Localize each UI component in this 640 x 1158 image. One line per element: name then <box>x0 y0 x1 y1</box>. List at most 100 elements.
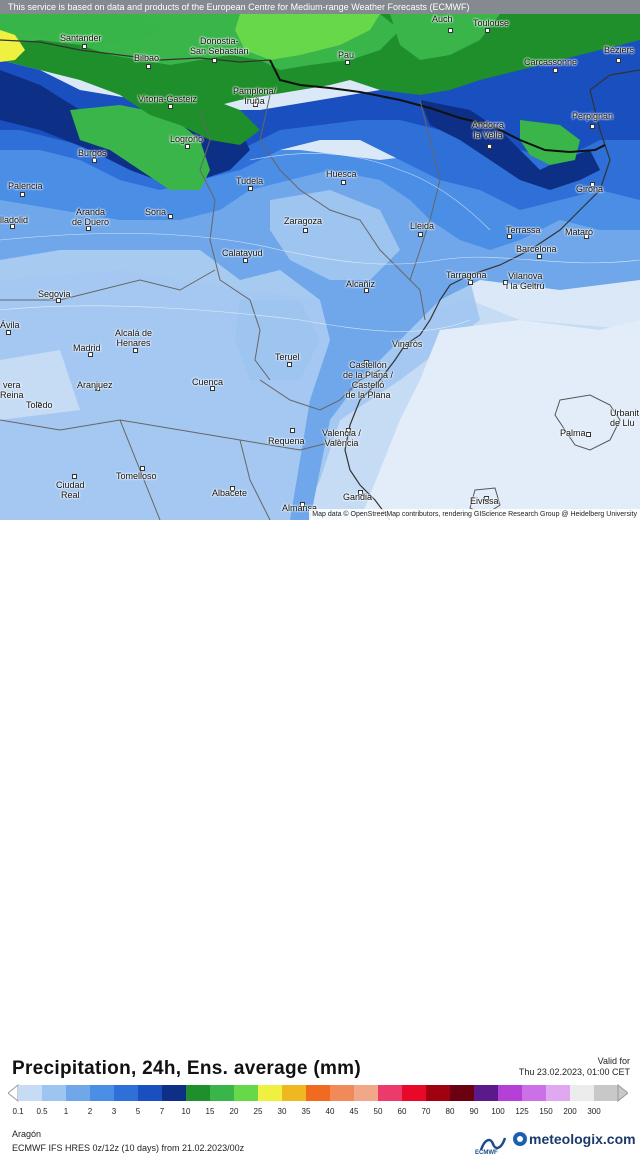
city-dot <box>287 362 292 367</box>
city-dot <box>6 330 11 335</box>
scale-swatch <box>330 1085 355 1101</box>
valid-value: Thu 23.02.2023, 01:00 CET <box>518 1067 630 1077</box>
scale-tick-label: 0.1 <box>12 1107 24 1116</box>
scale-tick-label: 125 <box>515 1107 529 1116</box>
scale-swatch <box>138 1085 163 1101</box>
scale-swatch <box>570 1085 595 1101</box>
scale-tick-label: 15 <box>205 1107 215 1116</box>
city-dot <box>448 28 453 33</box>
scale-tick-label: 70 <box>421 1107 431 1116</box>
scale-tick-label: 300 <box>587 1107 601 1116</box>
city-label-palencia: Palencia <box>8 181 43 191</box>
scale-swatch <box>450 1085 475 1101</box>
legend-footer: Precipitation, 24h, Ens. average (mm) Va… <box>0 520 640 1156</box>
city-label-calatayud: Calatayud <box>222 248 263 258</box>
city-label-teruel: Teruel <box>275 352 300 362</box>
scale-swatch <box>498 1085 523 1101</box>
city-dot <box>146 64 151 69</box>
city-dot <box>243 258 248 263</box>
valid-label: Valid for <box>597 1056 630 1066</box>
city-label-pau: Pau <box>338 50 355 60</box>
city-label-segovia: Segovia <box>38 289 71 299</box>
city-dot <box>584 234 589 239</box>
scale-swatch <box>234 1085 259 1101</box>
city-dot <box>300 502 305 507</box>
city-dot <box>503 280 508 285</box>
scale-tick-label: 2 <box>87 1107 93 1116</box>
scale-swatch <box>66 1085 91 1101</box>
city-dot <box>88 352 93 357</box>
city-dot <box>553 68 558 73</box>
city-label-girona: Girona <box>576 184 604 194</box>
scale-tick-label: 30 <box>277 1107 287 1116</box>
city-dot <box>212 58 217 63</box>
city-label-cuenca: Cuenca <box>192 377 224 387</box>
scale-arrow-left <box>8 1083 19 1103</box>
city-dot <box>290 428 295 433</box>
city-dot <box>590 182 595 187</box>
city-label-aranda: Aranda de Duero <box>72 207 110 227</box>
city-label-tudela: Tudela <box>236 176 264 186</box>
city-label-toulouse: Toulouse <box>473 18 510 28</box>
scale-swatch <box>546 1085 571 1101</box>
city-dot <box>586 432 591 437</box>
city-label-requena: Requena <box>268 436 305 446</box>
city-dot <box>36 402 41 407</box>
city-label-albacete: Albacete <box>212 488 248 498</box>
meteologix-logo-icon <box>513 1132 527 1146</box>
city-dot <box>72 474 77 479</box>
scale-tick-label: 40 <box>325 1107 335 1116</box>
city-label-lleida: Lleida <box>410 221 435 231</box>
scale-swatch <box>426 1085 451 1101</box>
city-dot <box>346 428 351 433</box>
scale-tick-label: 80 <box>445 1107 455 1116</box>
city-label-eivissa: Eivissa <box>470 496 499 506</box>
city-dot <box>364 360 369 365</box>
city-dot <box>484 496 489 501</box>
scale-tick-label: 100 <box>491 1107 505 1116</box>
meteologix-logo-text[interactable]: meteologix.com <box>529 1131 636 1147</box>
scale-tick-label: 20 <box>229 1107 239 1116</box>
city-dot <box>507 234 512 239</box>
city-dot <box>168 214 173 219</box>
color-scale <box>8 1083 628 1103</box>
city-label-soria: Soria <box>145 207 167 217</box>
city-dot <box>248 186 253 191</box>
city-label-gandia: Gandia <box>343 492 373 502</box>
scale-swatch <box>42 1085 67 1101</box>
ecmwf-credit: This service is based on data and produc… <box>0 0 640 14</box>
scale-tick-label: 5 <box>135 1107 141 1116</box>
city-label-terrassa: Terrassa <box>506 225 541 235</box>
city-label-urbanitzacio: Urbanit de Llu <box>610 408 640 428</box>
scale-swatch <box>354 1085 379 1101</box>
scale-tick-label: 10 <box>181 1107 191 1116</box>
scale-tick-label: 45 <box>349 1107 359 1116</box>
city-label-tarragona: Tarragona <box>446 270 487 280</box>
city-dot <box>341 180 346 185</box>
city-label-vilanova: Vilanova i la Geltrú <box>506 271 545 291</box>
scale-tick-label: 25 <box>253 1107 263 1116</box>
precipitation-map[interactable]: This service is based on data and produc… <box>0 0 640 520</box>
scale-tick-label: 3 <box>111 1107 117 1116</box>
city-label-ciudad-real: Ciudad Real <box>56 480 85 500</box>
city-dot <box>210 386 215 391</box>
scale-swatch <box>186 1085 211 1101</box>
scale-swatch <box>594 1085 619 1101</box>
city-label-logrono: Logroño <box>170 134 204 144</box>
scale-tick-label: 50 <box>373 1107 383 1116</box>
city-label-talavera: vera Reina <box>0 380 24 400</box>
city-dot <box>230 486 235 491</box>
city-dot <box>418 232 423 237</box>
scale-swatch <box>114 1085 139 1101</box>
city-label-alcala: Alcalá de Henares <box>115 328 153 348</box>
city-dot <box>253 102 258 107</box>
scale-arrow-right <box>617 1083 628 1103</box>
city-label-castellon: Castellón de la Plana / Castelló de la P… <box>343 360 394 400</box>
city-dot <box>95 386 100 391</box>
city-dot <box>56 298 61 303</box>
city-label-andorra: Andorra la Vella <box>472 120 505 140</box>
scale-swatch <box>378 1085 403 1101</box>
city-label-barcelona: Barcelona <box>516 244 557 254</box>
scale-swatch <box>282 1085 307 1101</box>
scale-tick-label: 35 <box>301 1107 311 1116</box>
